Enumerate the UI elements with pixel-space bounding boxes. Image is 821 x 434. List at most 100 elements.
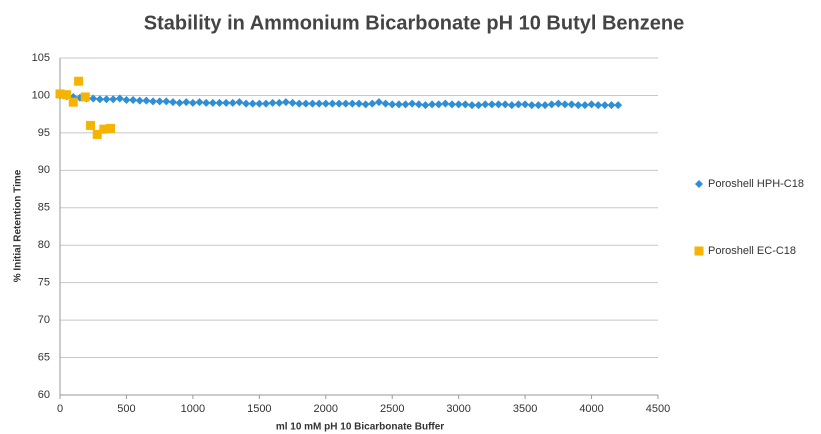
x-tick-label: 1500 (247, 403, 271, 415)
point (92, 129, 102, 139)
legend-marker (694, 246, 704, 256)
point (501, 100, 510, 109)
point (275, 98, 284, 107)
point (474, 101, 483, 110)
point (521, 100, 530, 109)
point (514, 100, 523, 109)
point (487, 100, 496, 109)
point (175, 98, 184, 107)
x-tick-label: 0 (57, 403, 63, 415)
point (547, 100, 556, 109)
y-tick-label: 65 (38, 351, 50, 363)
point (361, 100, 370, 109)
x-tick-label: 2500 (380, 403, 404, 415)
point (315, 99, 324, 108)
point (348, 99, 357, 108)
point (195, 98, 204, 107)
point (215, 98, 224, 107)
point (567, 100, 576, 109)
point (142, 96, 151, 105)
point (74, 76, 84, 86)
point (208, 98, 217, 107)
point (281, 98, 290, 107)
point (574, 101, 583, 110)
point (162, 97, 171, 106)
point (95, 95, 104, 104)
point (55, 89, 65, 99)
x-tick-label: 1000 (181, 403, 205, 415)
chart-title: Stability in Ammonium Bicarbonate pH 10 … (144, 12, 684, 34)
point (587, 100, 596, 109)
point (448, 100, 457, 109)
point (507, 101, 516, 110)
point (494, 100, 503, 109)
y-axis-title: % Initial Retention Time (13, 169, 24, 282)
x-tick-label: 2000 (314, 403, 338, 415)
point (401, 100, 410, 109)
point (454, 100, 463, 109)
point (534, 101, 543, 110)
point (149, 97, 158, 106)
y-tick-label: 75 (38, 277, 50, 289)
point (560, 100, 569, 109)
legend-label: Poroshell EC-C18 (708, 245, 796, 257)
point (188, 98, 197, 107)
point (62, 90, 72, 100)
point (242, 99, 251, 108)
point (394, 100, 403, 109)
point (99, 124, 109, 134)
point (461, 100, 470, 109)
x-tick-label: 3000 (446, 403, 470, 415)
point (388, 100, 397, 109)
point (328, 99, 337, 108)
x-tick-label: 4500 (646, 403, 670, 415)
y-tick-label: 100 (32, 89, 50, 101)
point (102, 95, 111, 104)
point (109, 95, 118, 104)
point (481, 100, 490, 109)
point (228, 98, 237, 107)
x-axis-title: ml 10 mM pH 10 Bicarbonate Buffer (276, 422, 444, 433)
point (541, 101, 550, 110)
point (321, 99, 330, 108)
point (381, 99, 390, 108)
point (614, 101, 623, 110)
point (122, 95, 131, 104)
point (527, 101, 536, 110)
point (428, 100, 437, 109)
point (248, 99, 257, 108)
point (421, 101, 430, 110)
point (135, 96, 144, 105)
point (434, 100, 443, 109)
x-tick-label: 4000 (579, 403, 603, 415)
point (554, 99, 563, 108)
y-tick-label: 105 (32, 52, 50, 64)
point (341, 99, 350, 108)
point (335, 99, 344, 108)
y-tick-label: 60 (38, 389, 50, 401)
point (202, 98, 211, 107)
point (607, 101, 616, 110)
point (295, 99, 304, 108)
point (414, 100, 423, 109)
point (594, 101, 603, 110)
point (441, 99, 450, 108)
legend-marker (695, 180, 703, 188)
point (235, 98, 244, 107)
point (261, 99, 270, 108)
point (600, 101, 609, 110)
point (288, 98, 297, 107)
point (86, 120, 96, 130)
point (467, 101, 476, 110)
y-tick-label: 70 (38, 314, 50, 326)
point (255, 99, 264, 108)
point (374, 98, 383, 107)
point (308, 99, 317, 108)
point (355, 99, 363, 108)
point (80, 92, 90, 102)
x-tick-label: 500 (117, 403, 135, 415)
legend-label: Poroshell HPH-C18 (708, 178, 804, 190)
point (68, 97, 78, 107)
point (89, 94, 98, 103)
